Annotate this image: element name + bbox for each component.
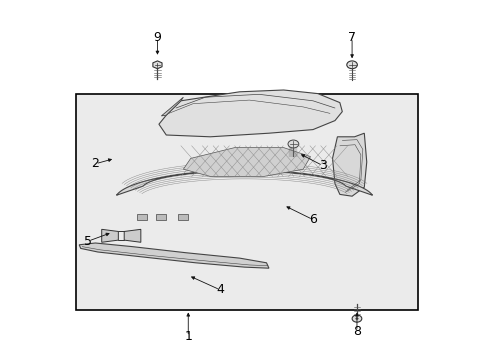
Polygon shape [178, 214, 188, 220]
Polygon shape [124, 229, 141, 242]
Polygon shape [102, 229, 118, 242]
Text: 3: 3 [318, 159, 326, 172]
Text: 4: 4 [216, 283, 224, 296]
Bar [76, 94, 417, 310]
Circle shape [287, 140, 298, 148]
Polygon shape [161, 97, 183, 116]
Text: 5: 5 [84, 235, 92, 248]
Polygon shape [183, 148, 310, 176]
Polygon shape [332, 133, 366, 196]
Polygon shape [159, 90, 342, 137]
Polygon shape [116, 171, 372, 195]
Text: 6: 6 [308, 213, 316, 226]
Circle shape [355, 318, 358, 320]
Polygon shape [79, 243, 268, 268]
Text: 8: 8 [352, 325, 360, 338]
Text: 9: 9 [153, 31, 161, 44]
Polygon shape [153, 61, 162, 69]
Circle shape [346, 61, 357, 69]
Text: 7: 7 [347, 31, 355, 44]
Polygon shape [137, 214, 146, 220]
Circle shape [351, 315, 361, 322]
Text: 2: 2 [91, 157, 99, 170]
Text: 1: 1 [184, 330, 192, 343]
Polygon shape [156, 214, 166, 220]
